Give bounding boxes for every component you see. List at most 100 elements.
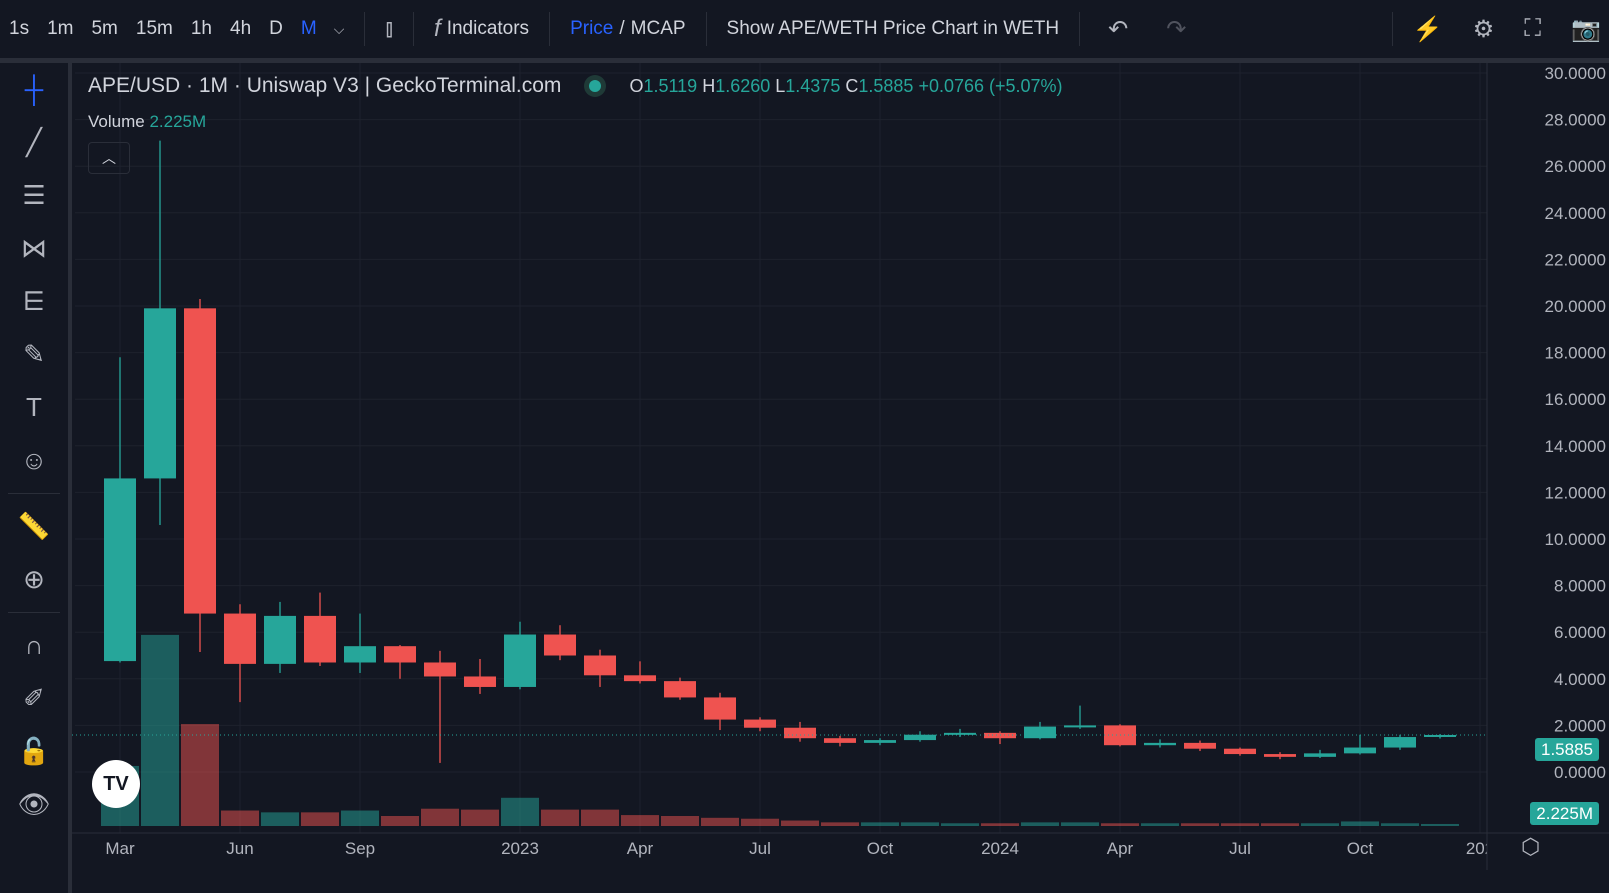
- candle-body: [904, 734, 936, 741]
- candle-body: [1064, 725, 1096, 728]
- timeframe-D[interactable]: D: [269, 18, 283, 39]
- candle-body: [624, 675, 656, 682]
- volume-bar: [341, 810, 379, 826]
- volume-bar: [701, 817, 739, 826]
- candle-body: [104, 478, 136, 662]
- candle-body: [1344, 747, 1376, 754]
- tradingview-logo[interactable]: TV: [92, 760, 140, 808]
- magnet-icon[interactable]: ∩: [24, 630, 44, 660]
- timeframe-1m[interactable]: 1m: [47, 18, 74, 39]
- low-label: L: [775, 75, 786, 96]
- open-value: 1.5119: [643, 75, 698, 96]
- gear-icon[interactable]: ⚙: [1472, 15, 1495, 43]
- candle-body: [544, 634, 576, 656]
- camera-icon[interactable]: 📷: [1571, 15, 1601, 43]
- open-label: O: [629, 75, 644, 96]
- undo-icon[interactable]: ↶: [1108, 15, 1129, 43]
- price-chart[interactable]: Mar Jun Sep 2023 Apr Jul Oct 2024 Apr Jul Oct 20230…: [72, 63, 1609, 870]
- volume-bar: [501, 797, 539, 826]
- y-tick-label: 14.0000: [1545, 437, 1606, 456]
- timeframe-5m[interactable]: 5m: [91, 18, 118, 39]
- quick-search-icon[interactable]: ⚡: [1412, 15, 1443, 43]
- live-dot: [589, 80, 602, 92]
- candle-body: [344, 646, 376, 663]
- volume-bar: [901, 822, 939, 826]
- volume-bar: [621, 815, 659, 826]
- candle-body: [264, 615, 296, 664]
- lock-icon[interactable]: 🔓: [17, 736, 51, 766]
- volume-bar: [821, 822, 859, 826]
- x-tick-label: Mar: [105, 839, 135, 858]
- x-tick-label: 2024: [981, 839, 1019, 858]
- fx-icon: f: [434, 15, 441, 42]
- volume-bar: [861, 822, 899, 826]
- x-tick-label: Apr: [627, 839, 654, 858]
- volume-bar: [541, 809, 579, 826]
- volume-bar: [941, 823, 979, 826]
- candle-body: [304, 615, 336, 663]
- price-option[interactable]: Price: [570, 18, 614, 39]
- volume-bar: [261, 812, 299, 826]
- timeframe-15m[interactable]: 15m: [135, 18, 173, 39]
- candle-body: [1304, 753, 1336, 757]
- candle-body: [1184, 742, 1216, 749]
- text-icon[interactable]: T: [26, 392, 42, 422]
- symbol-title: APE/USD · 1M · Uniswap V3 | GeckoTermina…: [88, 74, 562, 97]
- trend-line-icon[interactable]: ╱: [26, 127, 42, 157]
- volume-value: 2.225M: [149, 112, 207, 131]
- brush-icon[interactable]: ✎: [23, 339, 45, 369]
- fib-icon[interactable]: ☰: [22, 180, 46, 210]
- x-tick-label: 2023: [501, 839, 539, 858]
- timeframe-4h[interactable]: 4h: [230, 18, 252, 39]
- x-tick-label: Oct: [867, 839, 894, 858]
- lock-draw-icon[interactable]: ✐: [23, 683, 45, 713]
- candle-body: [584, 655, 616, 676]
- volume-bar: [1261, 823, 1299, 826]
- x-tick-label: Jul: [749, 839, 771, 858]
- candle-body: [1024, 726, 1056, 739]
- weth-chart-button[interactable]: Show APE/WETH Price Chart in WETH: [726, 18, 1060, 39]
- volume-bar: [661, 815, 699, 826]
- volume-bar: [1221, 823, 1259, 826]
- volume-bar: [1061, 822, 1099, 826]
- redo-icon[interactable]: ↷: [1166, 15, 1187, 43]
- top-toolbar: 1s 1m 5m 15m 1h 4h D M ⌵ ⫾ f Indicators Price / MC…: [0, 0, 1609, 63]
- close-label: C: [845, 75, 859, 96]
- volume-label: Volume: [88, 112, 145, 131]
- prediction-icon[interactable]: ⋿: [22, 286, 46, 316]
- volume-bar: [1141, 823, 1179, 826]
- candle-body: [1424, 734, 1456, 737]
- chevron-down-icon[interactable]: ⌵: [333, 20, 345, 37]
- pattern-icon[interactable]: ⋈: [21, 233, 47, 263]
- ruler-icon[interactable]: 📏: [17, 511, 51, 541]
- crosshair-icon[interactable]: ┼: [24, 74, 44, 104]
- low-value: 1.4375: [785, 75, 841, 96]
- x-tick-label: Apr: [1107, 839, 1134, 858]
- divider: [413, 12, 415, 46]
- eye-icon[interactable]: 👁: [17, 789, 51, 819]
- mcap-option[interactable]: MCAP: [630, 18, 686, 39]
- volume-bar: [461, 809, 499, 826]
- emoji-icon[interactable]: ☺: [20, 445, 48, 475]
- slash: /: [619, 18, 625, 39]
- chart-legend: APE/USD · 1M · Uniswap V3 | GeckoTermina…: [88, 74, 1063, 98]
- volume-bar: [381, 815, 419, 826]
- divider: [705, 12, 707, 46]
- candles-icon[interactable]: ⫾: [385, 15, 394, 42]
- indicators-button[interactable]: f Indicators: [426, 15, 537, 43]
- zoom-in-icon[interactable]: ⊕: [23, 564, 45, 594]
- volume-bar: [1381, 823, 1419, 826]
- axis-settings-icon[interactable]: ⬡: [1521, 834, 1541, 859]
- volume-bar: [221, 810, 259, 826]
- timeframe-1s[interactable]: 1s: [9, 18, 30, 39]
- y-tick-label: 28.0000: [1545, 111, 1606, 130]
- x-tick-label: Oct: [1347, 839, 1374, 858]
- fullscreen-icon[interactable]: ⛶: [1524, 15, 1542, 42]
- collapse-legend-button[interactable]: ︿: [88, 142, 130, 174]
- volume-bar: [781, 820, 819, 826]
- price-mcap-toggle[interactable]: Price / MCAP: [562, 18, 693, 40]
- timeframe-1h[interactable]: 1h: [190, 18, 212, 39]
- timeframe-M[interactable]: M: [300, 18, 317, 39]
- y-tick-label: 20.0000: [1545, 297, 1606, 316]
- candle-body: [144, 308, 176, 479]
